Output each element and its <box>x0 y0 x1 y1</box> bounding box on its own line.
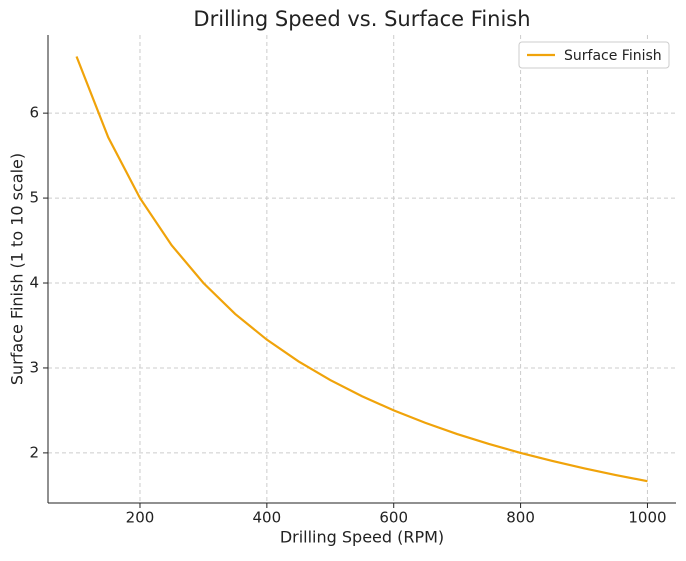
x-tick-label: 400 <box>253 509 282 527</box>
x-tick-label: 200 <box>126 509 155 527</box>
chart-title: Drilling Speed vs. Surface Finish <box>193 7 530 31</box>
y-tick-label: 4 <box>29 274 39 292</box>
y-tick-label: 3 <box>29 358 39 376</box>
x-tick-label: 800 <box>506 509 535 527</box>
y-tick-label: 5 <box>29 189 39 207</box>
x-axis-label: Drilling Speed (RPM) <box>280 528 444 547</box>
y-tick-label: 6 <box>29 104 39 122</box>
legend-label: Surface Finish <box>564 48 662 64</box>
line-series <box>75 56 648 483</box>
y-tick-label: 2 <box>29 443 39 461</box>
legend-box <box>518 41 670 69</box>
x-tick-label: 600 <box>379 509 408 527</box>
y-axis-label: Surface Finish (1 to 10 scale) <box>8 153 27 385</box>
x-tick-label: 1000 <box>628 509 666 527</box>
